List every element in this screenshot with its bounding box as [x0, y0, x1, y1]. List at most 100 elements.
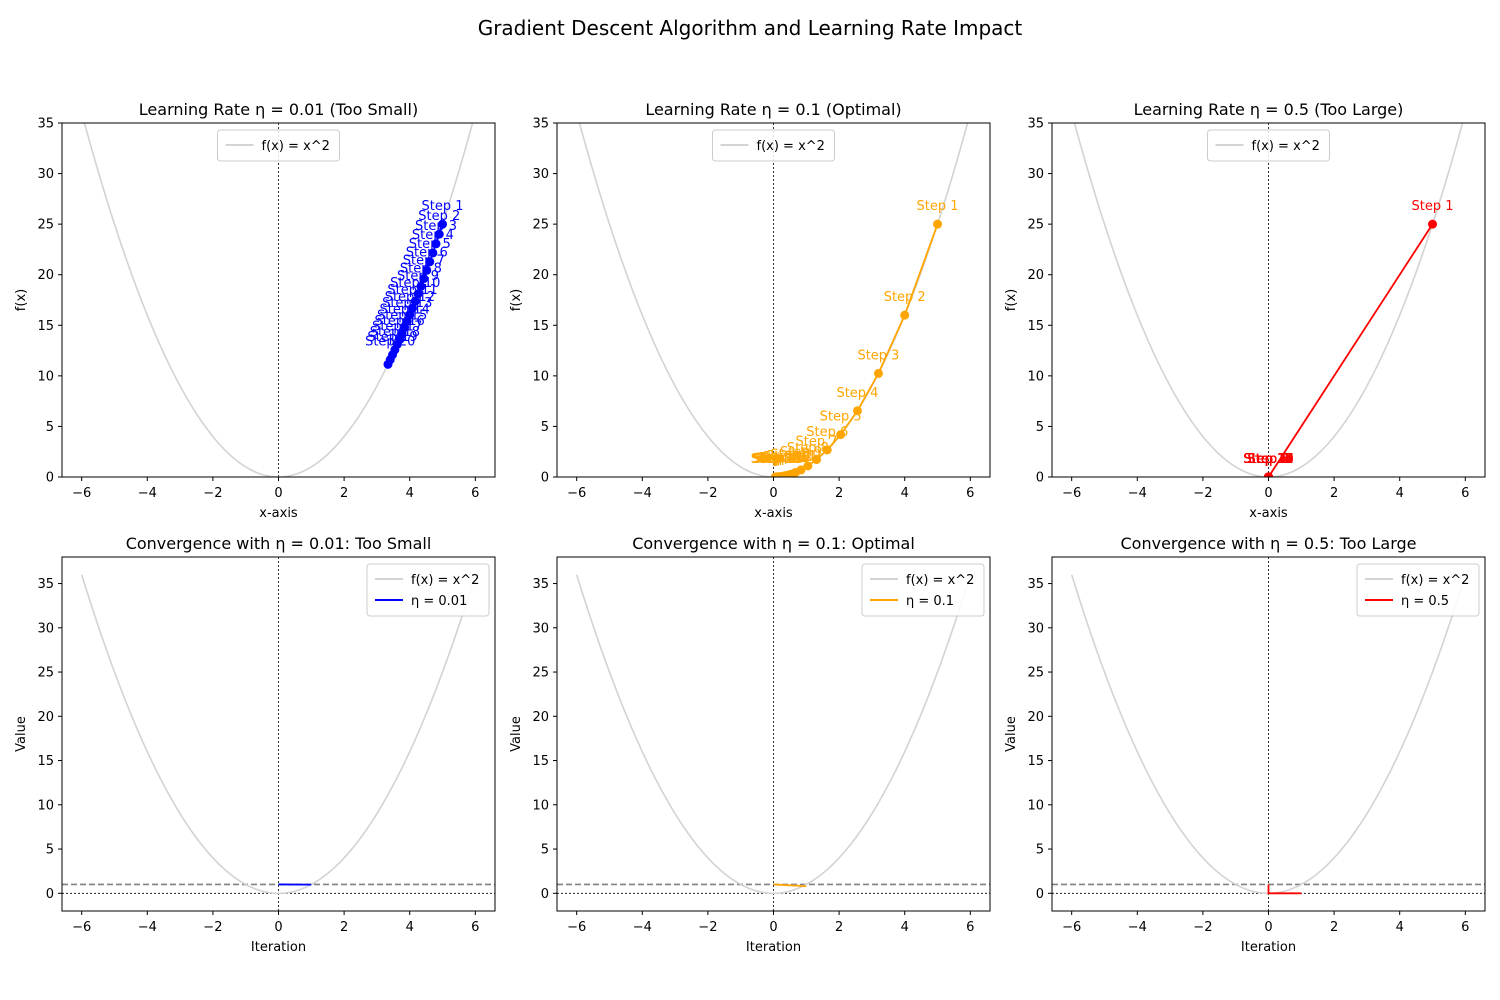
x-tick-label: −4 — [633, 920, 652, 935]
y-axis-label: Value — [509, 716, 524, 752]
x-tick-label: 6 — [1461, 486, 1469, 501]
step-label: Step 19 — [751, 452, 801, 467]
descent-point — [933, 219, 943, 229]
y-tick-label: 35 — [532, 577, 549, 592]
step-label: Step 6 — [806, 425, 848, 440]
x-tick-label: 4 — [1396, 486, 1404, 501]
legend-label: f(x) = x^2 — [1401, 573, 1469, 588]
step-label: Step 9 — [1247, 452, 1289, 467]
step-label: Step 3 — [1247, 452, 1289, 467]
y-tick-label: 5 — [46, 420, 54, 435]
series-line — [1267, 884, 1302, 895]
descent-point — [836, 430, 846, 440]
descent-point — [852, 406, 862, 416]
x-tick-label: −4 — [1128, 920, 1147, 935]
step-label: Step 1 — [917, 199, 959, 214]
x-tick-label: 6 — [471, 920, 479, 935]
descent-point — [416, 281, 426, 291]
step-label: Step 5 — [820, 410, 862, 425]
y-tick-label: 25 — [532, 666, 549, 681]
plot-area — [83, 123, 474, 477]
legend-label: η = 0.01 — [411, 594, 467, 609]
step-label: Step 8 — [400, 261, 442, 276]
y-tick-label: 25 — [37, 666, 54, 681]
descent-point — [803, 461, 813, 471]
step-label: Step 11 — [387, 283, 437, 298]
step-label: Step 2 — [418, 209, 460, 224]
x-tick-label: 4 — [406, 486, 414, 501]
step-label: Step 10 — [1243, 452, 1293, 467]
y-tick-label: 5 — [46, 843, 54, 858]
y-tick-label: 20 — [532, 268, 549, 283]
subplot-title: Learning Rate η = 0.01 (Too Small) — [139, 100, 418, 119]
subplot-title: Convergence with η = 0.1: Optimal — [632, 534, 915, 553]
subplot-title: Convergence with η = 0.5: Too Large — [1121, 534, 1417, 553]
x-tick-label: −6 — [72, 486, 91, 501]
step-label: Step 10 — [770, 447, 820, 462]
x-tick-label: 4 — [406, 920, 414, 935]
x-tick-label: −4 — [633, 486, 652, 501]
descent-point — [419, 274, 429, 284]
descent-point — [431, 239, 441, 249]
step-label: Step 8 — [787, 441, 829, 456]
step-label: Step 7 — [1247, 452, 1289, 467]
y-tick-label: 0 — [541, 887, 549, 902]
y-tick-label: 10 — [532, 369, 549, 384]
step-label: Step 3 — [857, 348, 899, 363]
subplot-title: Learning Rate η = 0.1 (Optimal) — [645, 100, 901, 119]
descent-point — [1264, 472, 1273, 477]
step-label: Step 9 — [397, 269, 439, 284]
series-line — [773, 883, 807, 888]
x-tick-label: −6 — [1062, 920, 1081, 935]
step-label: Step 17 — [753, 452, 803, 467]
y-axis-label: Value — [14, 716, 29, 752]
step-label: Step 18 — [752, 452, 802, 467]
step-label: Step 3 — [415, 219, 457, 234]
step-label: Step 5 — [409, 237, 451, 252]
step-label: Step 14 — [757, 451, 807, 466]
y-tick-label: 10 — [1027, 369, 1044, 384]
x-tick-label: −2 — [1193, 486, 1212, 501]
y-tick-label: 25 — [1027, 218, 1044, 233]
y-tick-label: 0 — [1036, 471, 1044, 486]
legend-label: f(x) = x^2 — [1252, 139, 1320, 154]
step-label: Step 19 — [1243, 452, 1293, 467]
step-label: Step 13 — [760, 451, 810, 466]
legend-label: f(x) = x^2 — [757, 139, 825, 154]
x-tick-label: 0 — [274, 920, 282, 935]
descent-point — [383, 359, 393, 369]
x-tick-label: 0 — [1264, 920, 1272, 935]
x-tick-label: 0 — [274, 486, 282, 501]
y-tick-label: 0 — [1036, 887, 1044, 902]
step-label: Step 4 — [412, 228, 454, 243]
step-label: Step 20 — [1243, 452, 1293, 467]
plot-area — [62, 557, 495, 911]
y-tick-label: 30 — [532, 167, 549, 182]
y-tick-label: 5 — [541, 420, 549, 435]
x-tick-label: −2 — [203, 486, 222, 501]
y-tick-label: 25 — [1027, 666, 1044, 681]
x-tick-label: −4 — [138, 486, 157, 501]
step-label: Step 20 — [365, 335, 415, 350]
step-label: Step 2 — [884, 290, 926, 305]
function-curve — [80, 574, 477, 895]
plot-area — [557, 557, 990, 911]
y-tick-label: 15 — [532, 754, 549, 769]
step-label: Step 1 — [1412, 199, 1454, 214]
step-label: Step 19 — [367, 330, 417, 345]
descent-point — [1428, 219, 1438, 229]
descent-point — [425, 257, 435, 267]
descent-point — [770, 472, 780, 477]
descent-point — [873, 368, 883, 378]
x-tick-label: −2 — [698, 920, 717, 935]
legend-box — [861, 563, 985, 617]
y-tick-label: 20 — [37, 268, 54, 283]
x-axis-label: x-axis — [1249, 506, 1288, 521]
y-tick-label: 15 — [1027, 754, 1044, 769]
y-tick-label: 15 — [1027, 319, 1044, 334]
x-tick-label: 0 — [769, 920, 777, 935]
subplot-6: −6 −4 −2 0 2 4 6 0 5 10 15 20 25 30 35 Convergence with… — [1004, 534, 1486, 955]
step-label: Step 15 — [756, 451, 806, 466]
